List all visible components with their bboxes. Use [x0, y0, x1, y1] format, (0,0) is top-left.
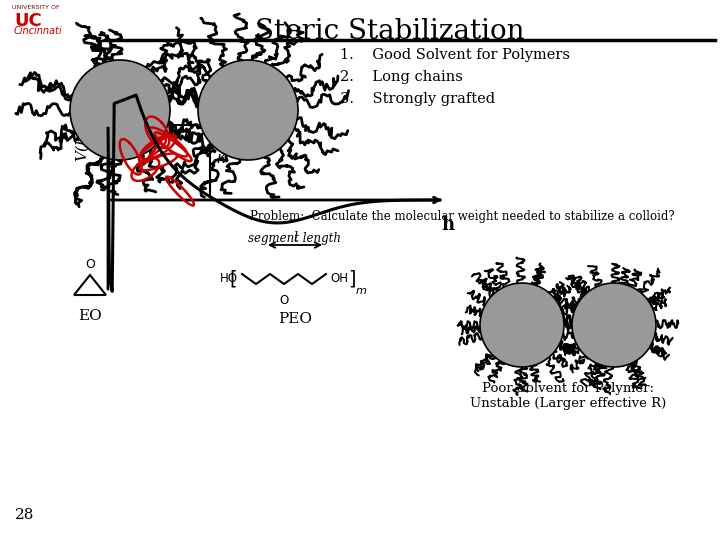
Circle shape: [480, 283, 564, 367]
Text: HO: HO: [220, 273, 238, 286]
Text: OH: OH: [330, 273, 348, 286]
Text: Cincinnati: Cincinnati: [14, 26, 63, 36]
Text: Steric Stabilization: Steric Stabilization: [256, 18, 525, 45]
Text: l: l: [293, 231, 297, 244]
Text: $\kappa^{-1}$: $\kappa^{-1}$: [216, 148, 243, 167]
Circle shape: [70, 60, 170, 160]
Text: 28: 28: [15, 508, 35, 522]
Text: 2.    Long chains: 2. Long chains: [340, 70, 463, 84]
Text: 1.    Good Solvent for Polymers: 1. Good Solvent for Polymers: [340, 48, 570, 62]
Text: UNIVERSITY OF: UNIVERSITY OF: [12, 5, 60, 10]
Circle shape: [572, 283, 656, 367]
Text: EO: EO: [78, 309, 102, 323]
Text: O: O: [85, 258, 95, 271]
Text: h: h: [441, 216, 454, 234]
Text: [: [: [230, 269, 237, 288]
Text: Poor Solvent for Polymer:
Unstable (Larger effective R): Poor Solvent for Polymer: Unstable (Larg…: [470, 382, 666, 410]
Text: UC: UC: [14, 12, 42, 30]
Text: V(h): V(h): [75, 129, 89, 161]
Text: segment length: segment length: [248, 232, 341, 245]
Text: Problem:  Calculate the molecular weight needed to stabilize a colloid?: Problem: Calculate the molecular weight …: [250, 210, 675, 223]
Text: O: O: [279, 294, 289, 307]
Text: PEO: PEO: [278, 312, 312, 326]
Text: m: m: [356, 286, 367, 296]
Text: 3.    Strongly grafted: 3. Strongly grafted: [340, 92, 495, 106]
Text: ]: ]: [348, 269, 356, 288]
Circle shape: [198, 60, 298, 160]
Text: $\mathregular{R_g}$: $\mathregular{R_g}$: [245, 114, 267, 136]
